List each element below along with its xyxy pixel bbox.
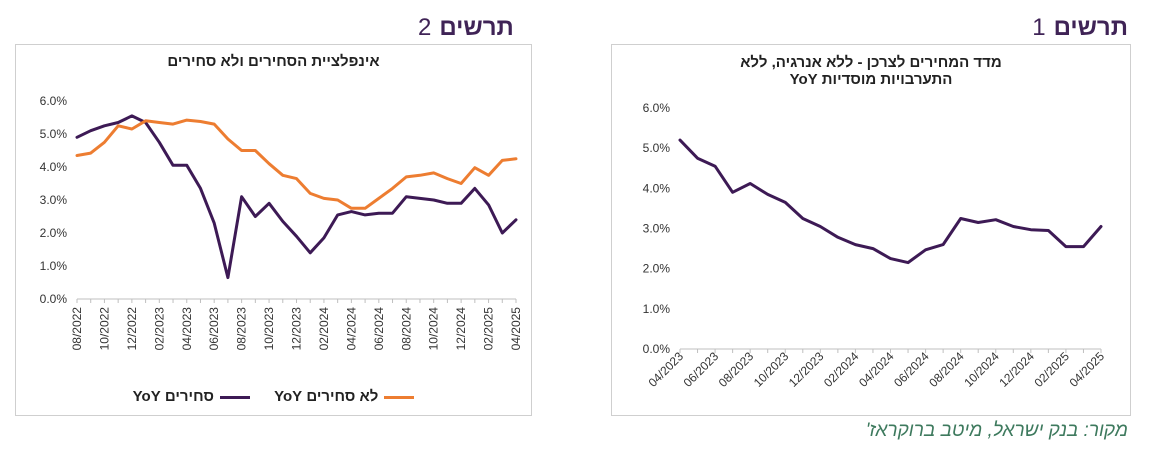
chart1-y-tick-label: 5.0%	[643, 141, 671, 155]
chart1-x-tick-label: 10/2023	[751, 349, 792, 390]
chart2-x-tick-label: 12/2022	[125, 307, 139, 351]
chart1-x-tick-label: 04/2024	[856, 349, 897, 390]
chart1-x-tick-label: 06/2023	[681, 349, 722, 390]
chart1-x-tick-label: 02/2025	[1031, 349, 1072, 390]
chart2-header: תרשים 2	[418, 14, 514, 42]
chart2-y-tick-label: 4.0%	[40, 160, 68, 174]
chart2-y-tick-label: 3.0%	[40, 193, 68, 207]
chart2-x-tick-label: 12/2023	[290, 307, 304, 351]
chart1-y-tick-label: 3.0%	[643, 222, 671, 236]
chart2-legend: לא סחירים YoY סחירים YoY	[16, 388, 531, 405]
chart1-header-number: 1	[1032, 14, 1046, 41]
chart2-y-tick-label: 0.0%	[40, 292, 68, 306]
chart2-x-tick-label: 04/2025	[509, 307, 523, 351]
chart2-title: אינפלציית הסחירים ולא סחירים	[167, 53, 380, 70]
chart1-y-tick-label: 0.0%	[643, 342, 671, 356]
chart1-series-line-0	[678, 138, 1103, 265]
chart2-x-tick-label: 02/2025	[482, 307, 496, 351]
legend-swatch-tradable	[219, 395, 250, 399]
chart2-series-line-0	[75, 114, 518, 280]
chart2-y-tick-label: 5.0%	[40, 127, 68, 141]
chart2-x-tick-label: 04/2024	[344, 307, 358, 351]
chart1-panel: מדד המחירים לצרכן - ללא אנרגיה, ללא התער…	[611, 44, 1131, 416]
chart1-x-tick-label: 04/2025	[1067, 349, 1108, 390]
chart1-x-tick-label: 08/2024	[926, 349, 967, 390]
chart1-y-tick-label: 4.0%	[643, 181, 671, 195]
chart1-y-tick-label: 1.0%	[643, 302, 671, 316]
chart2-x-tick-label: 12/2024	[454, 307, 468, 351]
chart1-x-tick-label: 10/2024	[961, 349, 1002, 390]
chart1-header-word: תרשים	[1053, 14, 1128, 41]
chart2-series-line-1	[75, 118, 518, 210]
chart2-y-tick-label: 2.0%	[40, 226, 68, 240]
chart1-y-tick-label: 2.0%	[643, 262, 671, 276]
chart2-x-tick-label: 08/2023	[235, 307, 249, 351]
legend-item-non-tradable: לא סחירים YoY	[274, 388, 415, 405]
chart2-x-tick-label: 08/2024	[399, 307, 413, 351]
chart2-x-tick-label: 06/2024	[372, 307, 386, 351]
chart1-x-tick-label: 02/2024	[821, 349, 862, 390]
chart2-x-tick-label: 10/2022	[97, 307, 111, 351]
chart2-x-tick-label: 02/2024	[317, 307, 331, 351]
legend-item-tradable: סחירים YoY	[133, 388, 250, 405]
chart1-x-tick-label: 06/2024	[891, 349, 932, 390]
chart2-x-tick-label: 08/2022	[70, 307, 84, 351]
legend-label-tradable: סחירים YoY	[132, 388, 214, 405]
chart2-plot: 0.0% 1.0% 2.0% 3.0% 4.0% 5.0% 6.0% 08/2022 10/20…	[40, 94, 523, 351]
chart1-x-tick-label: 08/2023	[716, 349, 757, 390]
chart1-x-tick-label: 12/2023	[786, 349, 827, 390]
chart2-panel: אינפלציית הסחירים ולא סחירים 0.0% 1.0% 2.0…	[15, 44, 532, 416]
chart2-x-tick-label: 10/2023	[262, 307, 276, 351]
chart2-y-tick-label: 6.0%	[40, 94, 68, 108]
chart1-header: תרשים 1	[1032, 14, 1128, 42]
chart1-plot: 0.0%1.0%2.0%3.0%4.0%5.0%6.0%04/202306/20…	[643, 101, 1108, 390]
source-note: מקור: בנק ישראל, מיטב ברוקראז'	[865, 420, 1128, 441]
chart2-x-tick-label: 04/2023	[180, 307, 194, 351]
chart2-y-tick-label: 1.0%	[40, 259, 68, 273]
legend-label-non-tradable: לא סחירים YoY	[274, 388, 379, 405]
chart1-x-tick-label: 12/2024	[996, 349, 1037, 390]
chart2-header-word: תרשים	[439, 14, 514, 41]
chart1-title-line1: מדד המחירים לצרכן - ללא אנרגיה, ללא	[740, 54, 1002, 71]
legend-swatch-non-tradable	[384, 395, 415, 399]
chart2-x-tick-label: 10/2024	[427, 307, 441, 351]
chart2-x-tick-label: 02/2023	[152, 307, 166, 351]
chart1-title-line2: התערבויות מוסדיות YoY	[789, 71, 953, 88]
chart1-y-tick-label: 6.0%	[643, 101, 671, 115]
chart2-x-tick-label: 06/2023	[207, 307, 221, 351]
chart2-header-number: 2	[418, 14, 432, 41]
